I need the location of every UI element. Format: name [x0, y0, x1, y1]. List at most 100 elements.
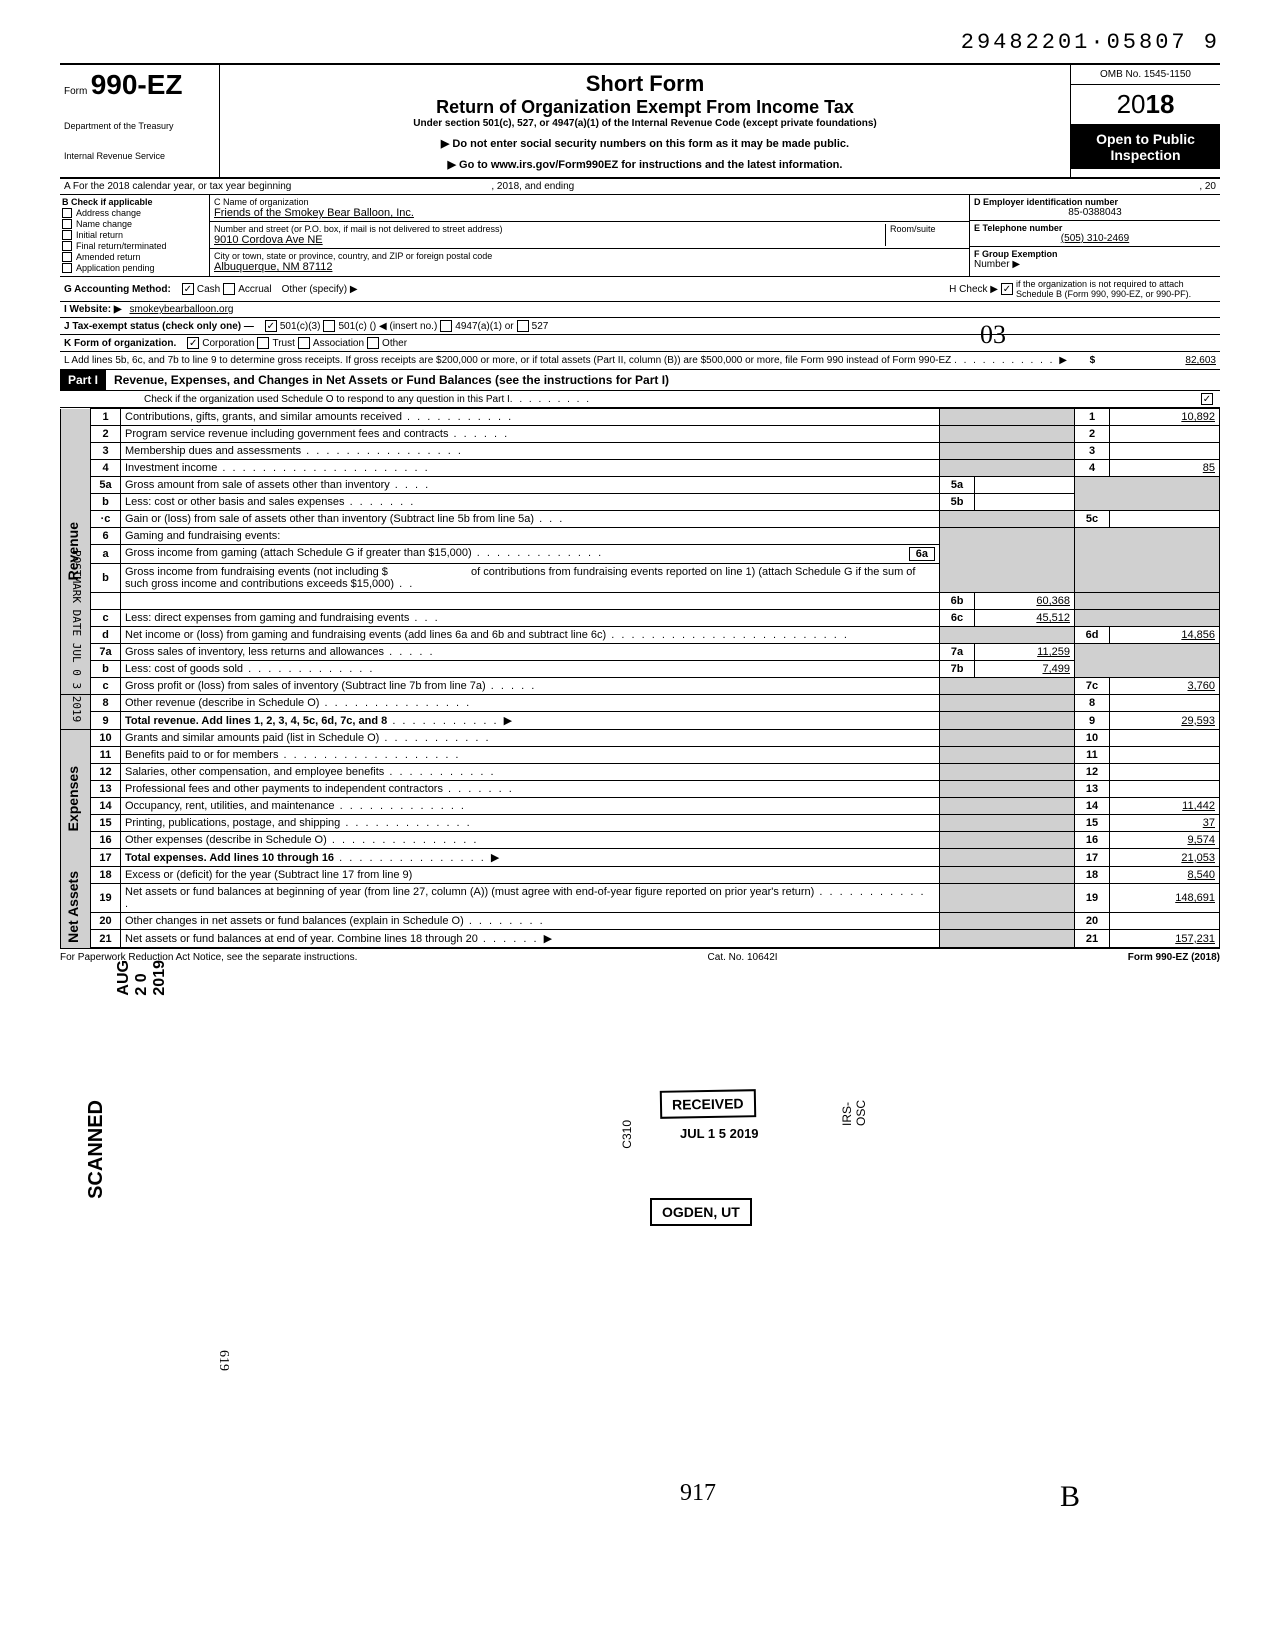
- street-label: Number and street (or P.O. box, if mail …: [214, 224, 885, 234]
- col-b-checkboxes: B Check if applicable Address change Nam…: [60, 195, 210, 276]
- part1-title: Revenue, Expenses, and Changes in Net As…: [106, 373, 669, 387]
- ein-val: 85-0388043: [974, 207, 1216, 218]
- k-label: K Form of organization.: [64, 338, 176, 349]
- row-6b-val: 6b60,368: [61, 593, 1220, 610]
- phone-label: E Telephone number: [974, 223, 1216, 233]
- tax-year: 2018: [1071, 85, 1220, 125]
- sidebar-expenses: Expenses: [65, 766, 81, 831]
- chk-501c[interactable]: [323, 320, 335, 332]
- form-prefix: Form: [64, 86, 87, 97]
- i-label: I Website: ▶: [64, 304, 122, 315]
- aug-date: AUG 2 0 2019: [115, 960, 169, 996]
- line-i: I Website: ▶ smokeybearballoon.org: [60, 302, 1220, 318]
- scanned-stamp: SCANNED: [85, 1100, 108, 1199]
- city-label: City or town, state or province, country…: [214, 251, 965, 261]
- chk-address-change[interactable]: Address change: [62, 208, 207, 218]
- row-18: Net Assets18Excess or (deficit) for the …: [61, 867, 1220, 884]
- chk-final-return[interactable]: Final return/terminated: [62, 241, 207, 251]
- row-1: Revenue 1Contributions, gifts, grants, a…: [61, 409, 1220, 426]
- chk-527[interactable]: [517, 320, 529, 332]
- chk-schedule-o[interactable]: ✓: [1201, 393, 1213, 405]
- form-meta-block: OMB No. 1545-1150 2018 Open to Public In…: [1070, 65, 1220, 177]
- ein-label: D Employer identification number: [974, 197, 1216, 207]
- stamp-received: RECEIVED: [660, 1089, 756, 1119]
- l-text: L Add lines 5b, 6c, and 7b to line 9 to …: [64, 355, 951, 366]
- chk-4947[interactable]: [440, 320, 452, 332]
- part1-checkline: Check if the organization used Schedule …: [144, 394, 510, 405]
- row-13: 13Professional fees and other payments t…: [61, 781, 1220, 798]
- row-11: 11Benefits paid to or for members . . . …: [61, 747, 1220, 764]
- row-21: 21Net assets or fund balances at end of …: [61, 930, 1220, 948]
- handwrite-03: 03: [980, 320, 1006, 350]
- handwrite-619: 619: [215, 1350, 231, 1371]
- row-17: 17Total expenses. Add lines 10 through 1…: [61, 849, 1220, 867]
- page: 29482201·05807 9 Form 990-EZ Department …: [60, 30, 1220, 963]
- title-return: Return of Organization Exempt From Incom…: [230, 97, 1060, 118]
- name-label: C Name of organization: [214, 197, 965, 207]
- instr-url: ▶ Go to www.irs.gov/Form990EZ for instru…: [230, 158, 1060, 171]
- chk-amended-return[interactable]: Amended return: [62, 252, 207, 262]
- chk-accrual[interactable]: [223, 283, 235, 295]
- row-a-right: , 20: [1199, 181, 1216, 192]
- col-b-header: B Check if applicable: [62, 197, 207, 207]
- row-5b: bLess: cost or other basis and sales exp…: [61, 494, 1220, 511]
- part1-header-row: Part I Revenue, Expenses, and Changes in…: [60, 370, 1220, 391]
- form-id-block: Form 990-EZ Department of the Treasury I…: [60, 65, 220, 177]
- row-2: 2Program service revenue including gover…: [61, 426, 1220, 443]
- handwrite-917: 917: [680, 1480, 716, 1507]
- row-3: 3Membership dues and assessments . . . .…: [61, 443, 1220, 460]
- row-5a: 5aGross amount from sale of assets other…: [61, 477, 1220, 494]
- l-val: 82,603: [1185, 355, 1216, 366]
- chk-name-change[interactable]: Name change: [62, 219, 207, 229]
- col-de: D Employer identification number 85-0388…: [970, 195, 1220, 276]
- form-header: Form 990-EZ Department of the Treasury I…: [60, 63, 1220, 179]
- chk-corp[interactable]: ✓: [187, 337, 199, 349]
- h-text2: if the organization is not required to a…: [1016, 279, 1216, 299]
- row-a-left: A For the 2018 calendar year, or tax yea…: [64, 181, 291, 192]
- sidebar-netassets: Net Assets: [65, 871, 81, 943]
- row-10: Expenses10Grants and similar amounts pai…: [61, 730, 1220, 747]
- row-5c: ·cGain or (loss) from sale of assets oth…: [61, 511, 1220, 528]
- chk-h[interactable]: ✓: [1001, 283, 1013, 295]
- footer-right: Form 990-EZ (2018): [1128, 952, 1220, 963]
- row-7a: 7aGross sales of inventory, less returns…: [61, 644, 1220, 661]
- chk-other-org[interactable]: [367, 337, 379, 349]
- page-footer: For Paperwork Reduction Act Notice, see …: [60, 948, 1220, 963]
- g-label: G Accounting Method:: [64, 284, 171, 295]
- chk-application-pending[interactable]: Application pending: [62, 263, 207, 273]
- year-prefix: 20: [1117, 89, 1146, 119]
- chk-initial-return[interactable]: Initial return: [62, 230, 207, 240]
- document-locator-number: 29482201·05807 9: [60, 30, 1220, 55]
- part1-label: Part I: [60, 370, 106, 390]
- part1-table: Revenue 1Contributions, gifts, grants, a…: [60, 408, 1220, 948]
- col-c-org-info: C Name of organization Friends of the Sm…: [210, 195, 970, 276]
- row-a-mid: , 2018, and ending: [491, 181, 574, 192]
- j-label: J Tax-exempt status (check only one) —: [64, 321, 254, 332]
- city-val: Albuquerque, NM 87112: [214, 261, 965, 273]
- section-bcd: B Check if applicable Address change Nam…: [60, 195, 1220, 277]
- footer-mid: Cat. No. 10642I: [708, 952, 778, 963]
- form-title-block: Short Form Return of Organization Exempt…: [220, 65, 1070, 177]
- row-6: 6Gaming and fundraising events:: [61, 528, 1220, 545]
- row-8: 8Other revenue (describe in Schedule O) …: [61, 695, 1220, 712]
- omb-number: OMB No. 1545-1150: [1071, 65, 1220, 85]
- subtitle: Under section 501(c), 527, or 4947(a)(1)…: [230, 118, 1060, 129]
- part1-check-line: Check if the organization used Schedule …: [60, 391, 1220, 408]
- row-a-tax-year: A For the 2018 calendar year, or tax yea…: [60, 179, 1220, 195]
- chk-assoc[interactable]: [298, 337, 310, 349]
- row-20: 20Other changes in net assets or fund ba…: [61, 913, 1220, 930]
- chk-501c3[interactable]: ✓: [265, 320, 277, 332]
- instr-ssn: ▶ Do not enter social security numbers o…: [230, 137, 1060, 150]
- row-4: 4Investment income . . . . . . . . . . .…: [61, 460, 1220, 477]
- row-15: 15Printing, publications, postage, and s…: [61, 815, 1220, 832]
- phone-val: (505) 310-2469: [974, 233, 1216, 244]
- chk-cash[interactable]: ✓: [182, 283, 194, 295]
- chk-trust[interactable]: [257, 337, 269, 349]
- org-name: Friends of the Smokey Bear Balloon, Inc.: [214, 207, 965, 219]
- dept-irs: Internal Revenue Service: [64, 151, 215, 161]
- row-9: 9Total revenue. Add lines 1, 2, 3, 4, 5c…: [61, 712, 1220, 730]
- row-7c: cGross profit or (loss) from sales of in…: [61, 678, 1220, 695]
- title-short-form: Short Form: [230, 71, 1060, 97]
- row-19: 19Net assets or fund balances at beginni…: [61, 884, 1220, 913]
- row-12: 12Salaries, other compensation, and empl…: [61, 764, 1220, 781]
